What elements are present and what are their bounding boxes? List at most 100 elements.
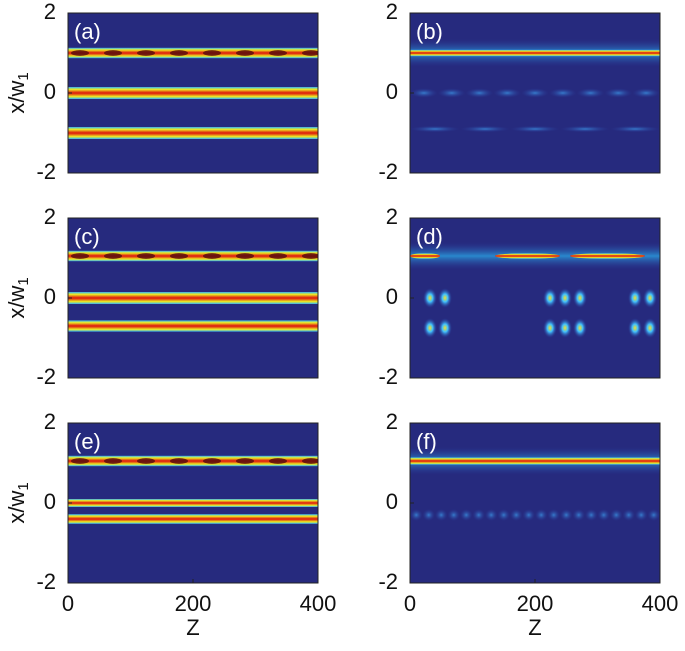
beam bbox=[410, 253, 440, 259]
panel: (c) -2 0 2 x/w1 bbox=[4, 204, 319, 389]
y-tick-label: 0 bbox=[44, 489, 56, 514]
heatmap bbox=[410, 218, 660, 378]
beam bbox=[68, 47, 318, 59]
panel-label: (c) bbox=[74, 224, 100, 249]
y-tick-label: -2 bbox=[378, 569, 398, 594]
y-axis-label-main: x/w bbox=[4, 81, 29, 114]
panel-label: (a) bbox=[74, 19, 101, 44]
faint-spot bbox=[460, 509, 473, 521]
beam bbox=[570, 253, 645, 259]
beam-spot bbox=[104, 253, 122, 259]
faint-spot bbox=[604, 88, 633, 98]
beam bbox=[68, 514, 318, 524]
beam-spot bbox=[203, 458, 221, 464]
x-tick-label: 0 bbox=[62, 591, 74, 616]
beam bbox=[410, 49, 660, 57]
faint-spot bbox=[460, 125, 510, 133]
y-axis-label: x/w1 bbox=[4, 72, 32, 113]
beam-spot bbox=[137, 50, 155, 56]
panel: (d) -2 0 2 bbox=[378, 204, 661, 389]
y-tick-label: 2 bbox=[386, 204, 398, 229]
panel-label: (b) bbox=[416, 19, 443, 44]
faint-spot bbox=[472, 509, 485, 521]
faint-spot bbox=[410, 88, 438, 98]
x-axis-label: Z bbox=[528, 615, 541, 640]
faint-spot bbox=[597, 509, 610, 521]
beam bbox=[68, 292, 318, 304]
panel: (b) -2 0 2 bbox=[378, 0, 661, 184]
x-tick-label: 0 bbox=[404, 591, 416, 616]
beam bbox=[68, 87, 318, 99]
blob bbox=[558, 318, 572, 338]
y-axis-label-sub: 1 bbox=[15, 482, 32, 490]
beam-spot bbox=[104, 458, 122, 464]
faint-spot bbox=[410, 125, 460, 133]
beam-spot bbox=[170, 253, 188, 259]
beam-spot bbox=[203, 50, 221, 56]
x-tick-label: 400 bbox=[300, 591, 337, 616]
faint-spot bbox=[635, 509, 648, 521]
beam-spot bbox=[302, 458, 318, 464]
faint-spot bbox=[497, 509, 510, 521]
beam-spot bbox=[170, 458, 188, 464]
y-axis-label: x/w1 bbox=[4, 277, 32, 318]
blob bbox=[573, 318, 587, 338]
y-tick-label: -2 bbox=[378, 159, 398, 184]
x-tick-label: 400 bbox=[642, 591, 679, 616]
beam-spot bbox=[137, 253, 155, 259]
faint-spot bbox=[560, 125, 610, 133]
beam-spot bbox=[170, 50, 188, 56]
x-axis-label: Z bbox=[186, 615, 199, 640]
panel-label: (f) bbox=[416, 429, 437, 454]
faint-spot bbox=[622, 509, 635, 521]
x-tick-label: 200 bbox=[175, 591, 212, 616]
y-tick-label: 0 bbox=[44, 79, 56, 104]
beam-spot bbox=[269, 458, 287, 464]
y-axis-label-sub: 1 bbox=[15, 277, 32, 285]
faint-spot bbox=[560, 509, 573, 521]
blob bbox=[628, 288, 642, 308]
faint-spot bbox=[522, 509, 535, 521]
beam-spot bbox=[236, 50, 254, 56]
faint-spot bbox=[465, 88, 494, 98]
blob bbox=[543, 288, 557, 308]
y-tick-label: 2 bbox=[44, 0, 56, 24]
faint-spot bbox=[510, 125, 560, 133]
panel-label: (d) bbox=[416, 224, 443, 249]
faint-spot bbox=[435, 509, 448, 521]
blob bbox=[543, 318, 557, 338]
y-tick-label: 2 bbox=[44, 204, 56, 229]
faint-spot bbox=[510, 509, 523, 521]
y-tick-label: 2 bbox=[386, 0, 398, 24]
beam-spot bbox=[203, 253, 221, 259]
beam-spot bbox=[269, 253, 287, 259]
beam bbox=[68, 250, 318, 262]
y-tick-label: -2 bbox=[36, 364, 56, 389]
blob bbox=[558, 288, 572, 308]
heatmap bbox=[410, 423, 660, 583]
blob bbox=[628, 318, 642, 338]
beam-spot bbox=[236, 253, 254, 259]
heatmap bbox=[68, 423, 318, 583]
faint-spot bbox=[585, 509, 598, 521]
faint-spot bbox=[572, 509, 585, 521]
beam-spot bbox=[71, 253, 89, 259]
panel: (a) -2 0 2 x/w1 bbox=[4, 0, 319, 184]
panel-label: (e) bbox=[74, 429, 101, 454]
beam bbox=[495, 253, 560, 259]
faint-spot bbox=[548, 88, 577, 98]
blob bbox=[643, 288, 657, 308]
beam-spot bbox=[71, 458, 89, 464]
heatmap bbox=[410, 13, 660, 173]
blob bbox=[423, 288, 437, 308]
y-tick-label: 2 bbox=[386, 409, 398, 434]
faint-spot bbox=[485, 509, 498, 521]
beam bbox=[68, 455, 318, 467]
y-axis-label-main: x/w bbox=[4, 286, 29, 319]
faint-spot bbox=[447, 509, 460, 521]
faint-spot bbox=[647, 509, 660, 521]
beam-spot bbox=[137, 458, 155, 464]
